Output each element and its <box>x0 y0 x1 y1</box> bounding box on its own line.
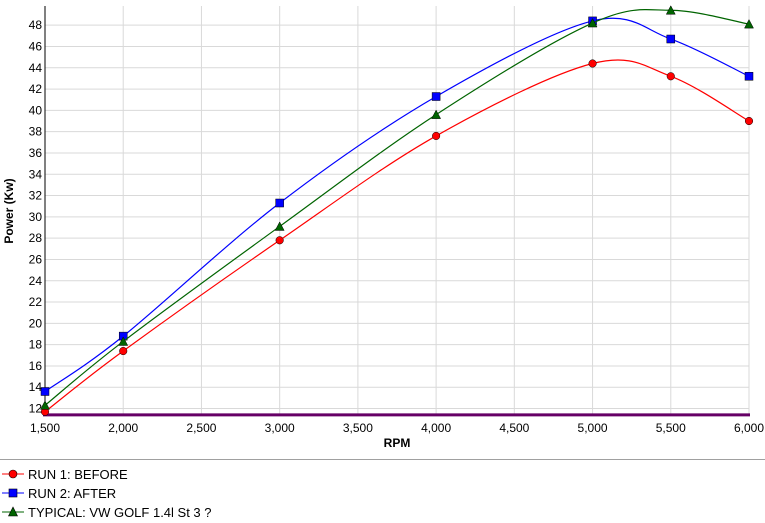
data-point-circle <box>588 59 597 68</box>
blue-square-marker-icon <box>2 488 24 498</box>
x-axis-title: RPM <box>384 436 411 450</box>
data-point-circle <box>119 346 128 356</box>
legend-label-typical: TYPICAL: VW GOLF 1.4l St 3 ? <box>28 504 212 520</box>
data-point-triangle <box>40 400 50 410</box>
x-tick-label: 1,500 <box>30 421 60 435</box>
y-tick-label: 30 <box>29 210 43 224</box>
legend-label-run2: RUN 2: AFTER <box>28 485 117 501</box>
y-tick-label: 24 <box>29 274 43 288</box>
y-tick-label: 18 <box>29 338 43 352</box>
data-point-square <box>666 34 676 44</box>
y-tick-label: 48 <box>29 18 43 32</box>
data-point-triangle <box>587 18 598 28</box>
y-tick-label: 14 <box>29 380 43 394</box>
data-point-circle <box>744 116 754 126</box>
chart-grid <box>45 6 750 416</box>
y-tick-label: 46 <box>29 39 43 53</box>
legend-label-run1: RUN 1: BEFORE <box>28 466 128 482</box>
y-axis-ticks: 12 14 16 18 20 22 24 26 28 30 32 34 36 38 40 42 44 46 48 <box>29 18 43 415</box>
data-point-square <box>40 387 50 396</box>
legend-item-run1: RUN 1: BEFORE <box>0 465 128 483</box>
y-tick-label: 16 <box>29 359 43 373</box>
x-axis-ticks: 1,500 2,000 2,500 3,000 3,500 4,000 4,500 5,000… <box>30 421 764 435</box>
x-tick-label: 3,000 <box>265 421 295 435</box>
y-tick-label: 12 <box>29 402 43 416</box>
x-tick-label: 6,000 <box>734 421 764 435</box>
x-tick-label: 5,000 <box>578 421 608 435</box>
x-tick-label: 5,500 <box>656 421 686 435</box>
y-tick-label: 36 <box>29 146 43 160</box>
series-line <box>44 17 750 392</box>
y-tick-label: 40 <box>29 103 43 117</box>
data-point-square <box>431 92 441 101</box>
y-tick-label: 34 <box>29 167 43 181</box>
data-point-triangle <box>274 221 285 231</box>
series-line <box>44 59 750 413</box>
chart-legend: RUN 1: BEFORE RUN 2: AFTER TYPICAL: VW G… <box>0 459 765 523</box>
data-point-circle <box>275 236 284 245</box>
y-tick-label: 38 <box>29 125 43 139</box>
y-axis-title: Power (Kw) <box>2 178 16 243</box>
y-tick-label: 22 <box>29 295 43 309</box>
power-chart: 1,500 2,000 2,500 3,000 3,500 4,000 4,500 5,000… <box>2 5 764 450</box>
y-tick-label: 32 <box>29 189 43 203</box>
y-tick-label: 42 <box>29 82 43 96</box>
series-3 <box>40 5 754 410</box>
y-tick-label: 44 <box>29 61 43 75</box>
legend-item-run2: RUN 2: AFTER <box>0 484 116 502</box>
green-triangle-marker-icon <box>2 506 24 517</box>
x-tick-label: 2,500 <box>186 421 216 435</box>
data-point-triangle <box>744 19 754 29</box>
data-point-circle <box>666 72 675 81</box>
x-tick-label: 4,500 <box>499 421 529 435</box>
legend-item-typical: TYPICAL: VW GOLF 1.4l St 3 ? <box>0 503 212 521</box>
series-2 <box>40 16 754 396</box>
data-point-circle <box>432 131 441 140</box>
x-tick-label: 2,000 <box>108 421 138 435</box>
data-point-triangle <box>665 5 676 15</box>
data-point-square <box>275 198 284 208</box>
series-1 <box>40 59 754 416</box>
y-tick-label: 26 <box>29 252 43 266</box>
data-point-triangle <box>431 109 442 119</box>
y-tick-label: 28 <box>29 231 43 245</box>
series-layer <box>40 5 754 416</box>
series-line <box>44 9 750 406</box>
red-circle-marker-icon <box>2 469 24 479</box>
x-tick-label: 3,500 <box>343 421 373 435</box>
data-point-square <box>744 72 754 81</box>
data-point-triangle <box>118 336 129 346</box>
y-tick-label: 20 <box>29 316 43 330</box>
x-tick-label: 4,000 <box>421 421 451 435</box>
